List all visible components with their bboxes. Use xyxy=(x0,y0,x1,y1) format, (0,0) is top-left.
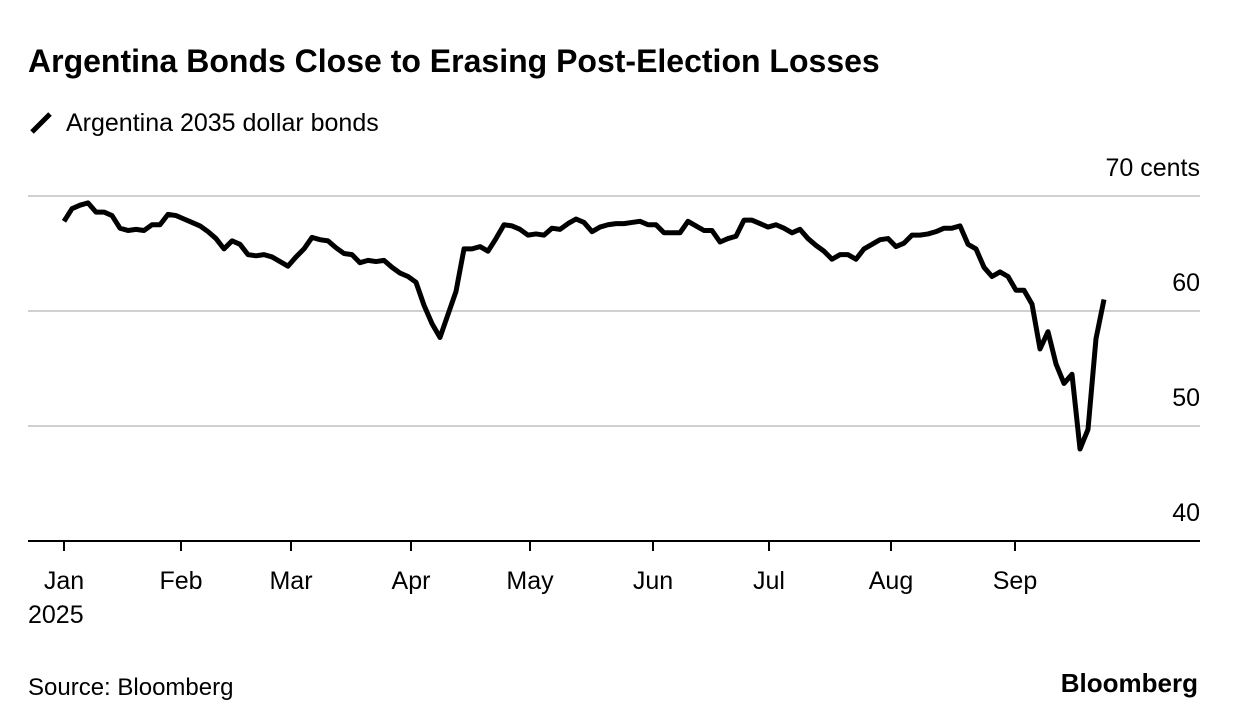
line-series xyxy=(61,200,1107,452)
legend-swatch xyxy=(30,112,52,134)
x-tick-label: Mar xyxy=(269,567,312,595)
x-tick-label: Aug xyxy=(869,567,913,595)
x-tick-label: Jun xyxy=(633,567,673,595)
y-tick-label: 70 cents xyxy=(1105,154,1200,182)
x-tick-label: Sep xyxy=(993,567,1037,595)
x-tick-label: Apr xyxy=(392,567,431,595)
chart-title: Argentina Bonds Close to Erasing Post-El… xyxy=(28,43,880,79)
y-tick-label: 40 xyxy=(1172,499,1200,527)
x-tick-label: Jan 2025 xyxy=(28,567,84,629)
x-tick-label: Jul xyxy=(753,567,785,595)
legend-label: Argentina 2035 dollar bonds xyxy=(66,109,379,137)
x-tick-label: Feb xyxy=(159,567,202,595)
source: Source: Bloomberg xyxy=(28,674,233,701)
y-tick-label: 50 xyxy=(1172,384,1200,412)
x-tick-label: May xyxy=(506,567,554,595)
brand-logo: Bloomberg xyxy=(1061,668,1198,698)
y-tick-label: 60 xyxy=(1172,269,1200,297)
